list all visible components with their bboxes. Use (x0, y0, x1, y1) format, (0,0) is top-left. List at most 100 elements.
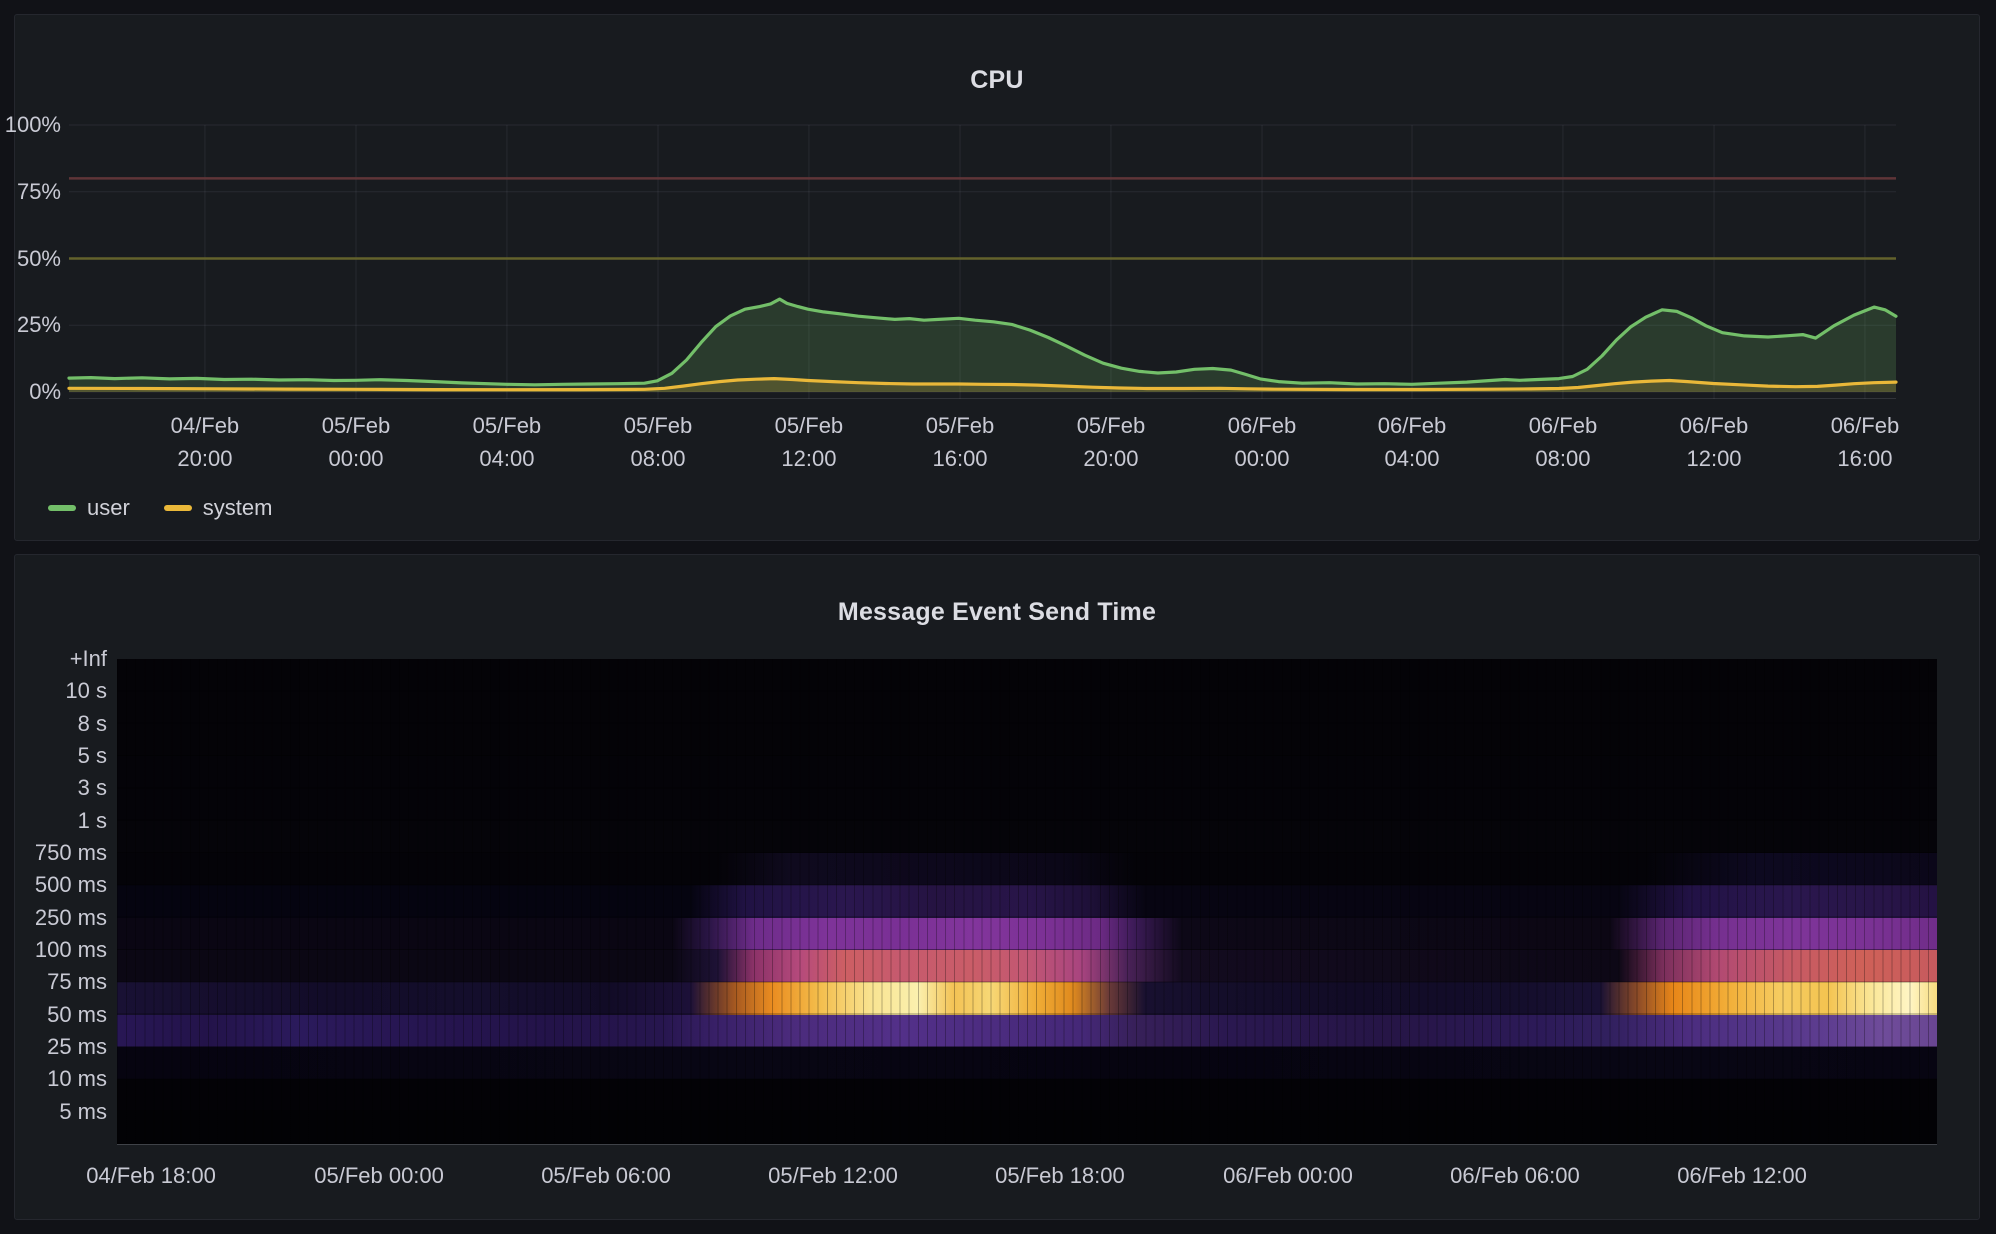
series-user-area (69, 299, 1896, 392)
heatmap-y-bucket-label: 50 ms (47, 1001, 107, 1027)
cpu-y-tick-label: 25% (16, 312, 61, 338)
heatmap-y-bucket-label: 10 s (65, 678, 107, 704)
heatmap-x-tick-label: 06/Feb 00:00 (1223, 1163, 1353, 1188)
heatmap-y-bucket-label: 3 s (77, 775, 107, 801)
cpu-y-tick-label: 0% (29, 379, 61, 404)
legend-label-system: system (202, 495, 273, 520)
cpu-y-tick-label: 50% (16, 245, 61, 271)
cpu-x-tick-date: 05/Feb (774, 413, 844, 438)
series-system-line (67, 377, 1898, 392)
cpu-x-tick-date: 06/Feb (1528, 413, 1598, 438)
cpu-x-tick-label: 06/Feb 16:00 (1790, 409, 1940, 475)
heatmap-x-tick-label: 05/Feb 06:00 (541, 1163, 671, 1188)
heatmap-y-bucket-label: 500 ms (34, 872, 107, 898)
heatmap-row-8s (117, 723, 1937, 757)
cpu-x-tick-label: 06/Feb 12:00 (1639, 409, 1789, 475)
cpu-x-tick-date: 06/Feb (1227, 413, 1297, 438)
cpu-x-tick-time: 00:00 (1234, 446, 1290, 471)
heatmap-row-500ms (117, 885, 1937, 919)
heatmap-x-tick-label: 05/Feb 18:00 (995, 1163, 1125, 1188)
heatmap-y-bucket-label: 5 ms (59, 1098, 107, 1124)
heatmap-row-10ms (117, 1079, 1937, 1113)
series-user-line (67, 297, 1898, 387)
heatmap-row-100ms (117, 950, 1937, 983)
heatmap-y-bucket-label: 10 ms (47, 1066, 107, 1092)
heatmap-row-3s (117, 788, 1937, 822)
heatmap-plot-area[interactable] (117, 659, 1937, 1145)
cpu-y-tick-label: 100% (4, 112, 61, 137)
cpu-x-tick-time: 16:00 (932, 446, 988, 471)
legend-item-system[interactable]: system (163, 495, 273, 521)
cpu-x-tick-date: 04/Feb (170, 413, 240, 438)
legend-swatch-system (163, 505, 192, 511)
heatmap-y-bucket-label: 750 ms (34, 840, 107, 865)
heatmap-row-5ms (117, 1111, 1937, 1145)
cpu-x-tick-date: 05/Feb (623, 413, 693, 438)
heatmap-y-bucket-label: 100 ms (34, 937, 107, 962)
heatmap-y-bucket-label: 1 s (77, 807, 107, 833)
cpu-x-tick-date: 05/Feb (321, 413, 391, 438)
cpu-panel-title: CPU (970, 65, 1024, 94)
cpu-x-tick-label: 05/Feb 20:00 (1036, 409, 1186, 475)
cpu-x-tick-time: 00:00 (328, 446, 384, 471)
heatmap-row-1s (117, 820, 1937, 854)
heatmap-x-tick-label: 04/Feb 18:00 (86, 1163, 216, 1188)
cpu-x-tick-date: 05/Feb (1076, 413, 1146, 438)
cpu-x-tick-time: 20:00 (1083, 446, 1139, 471)
heatmap-row-50ms (117, 1014, 1937, 1048)
cpu-x-tick-label: 05/Feb 08:00 (583, 409, 733, 475)
cpu-x-tick-label: 06/Feb 08:00 (1488, 409, 1638, 475)
heatmap-x-tick-label: 06/Feb 06:00 (1450, 1163, 1580, 1188)
heatmap-row-75ms (117, 982, 1937, 1016)
cpu-x-tick-label: 05/Feb 00:00 (281, 409, 431, 475)
heatmap-row-5s (117, 756, 1937, 789)
heatmap-y-bucket-label: 25 ms (47, 1034, 107, 1059)
cpu-x-tick-label: 06/Feb 00:00 (1187, 409, 1337, 475)
cpu-x-tick-label: 05/Feb 16:00 (885, 409, 1035, 475)
heatmap-x-axis-line (117, 1144, 1937, 1145)
cpu-x-tick-time: 04:00 (479, 446, 535, 471)
heatmap-row-+Inf (117, 659, 1937, 692)
cpu-x-tick-date: 06/Feb (1377, 413, 1447, 438)
heatmap-panel: Message Event Send Time +Inf 10 s 8 s 5 s 3 … (14, 554, 1980, 1220)
heatmap-x-tick-label: 05/Feb 12:00 (768, 1163, 898, 1188)
cpu-x-tick-date: 06/Feb (1830, 413, 1900, 438)
heatmap-x-tick-label: 06/Feb 12:00 (1677, 1163, 1807, 1188)
heatmap-rows (117, 659, 1937, 1145)
cpu-x-tick-label: 05/Feb 12:00 (734, 409, 884, 475)
cpu-plot-area[interactable] (67, 97, 1898, 399)
heatmap-y-bucket-label: 75 ms (47, 969, 107, 995)
heatmap-row-25ms (117, 1047, 1937, 1080)
cpu-x-tick-label: 06/Feb 04:00 (1337, 409, 1487, 475)
cpu-panel: CPU 0% 25% 50% 75% 100% 04/Feb 20:00 05/Feb 00:… (5, 14, 1980, 541)
cpu-x-tick-time: 04:00 (1384, 446, 1440, 471)
cpu-x-tick-time: 08:00 (1535, 446, 1591, 471)
cpu-x-tick-date: 06/Feb (1679, 413, 1749, 438)
cpu-x-tick-time: 12:00 (1686, 446, 1742, 471)
cpu-chart-svg (67, 124, 1898, 399)
cpu-x-tick-time: 16:00 (1837, 446, 1893, 471)
heatmap-row-750ms (117, 853, 1937, 886)
heatmap-row-10s (117, 691, 1937, 725)
heatmap-panel-title: Message Event Send Time (837, 597, 1157, 626)
heatmap-row-250ms (117, 917, 1937, 951)
heatmap-y-bucket-label: 5 s (77, 743, 107, 768)
heatmap-y-bucket-label: +Inf (69, 646, 107, 671)
legend-label-user: user (87, 495, 130, 520)
cpu-y-tick-label: 75% (16, 178, 61, 204)
heatmap-y-bucket-label: 8 s (77, 710, 107, 736)
legend-swatch-user (48, 505, 76, 511)
cpu-x-tick-label: 04/Feb 20:00 (130, 409, 280, 475)
heatmap-y-bucket-label: 250 ms (34, 904, 107, 930)
cpu-x-tick-time: 08:00 (630, 446, 686, 471)
cpu-x-tick-time: 20:00 (177, 446, 233, 471)
cpu-x-axis-line (69, 398, 1896, 399)
cpu-x-tick-label: 05/Feb 04:00 (432, 409, 582, 475)
heatmap-x-tick-label: 05/Feb 00:00 (314, 1163, 444, 1188)
cpu-x-tick-date: 05/Feb (472, 413, 542, 438)
cpu-x-tick-date: 05/Feb (925, 413, 995, 438)
legend-item-user[interactable]: user (48, 495, 130, 521)
cpu-x-tick-time: 12:00 (781, 446, 837, 471)
cpu-legend: user system (48, 495, 272, 521)
